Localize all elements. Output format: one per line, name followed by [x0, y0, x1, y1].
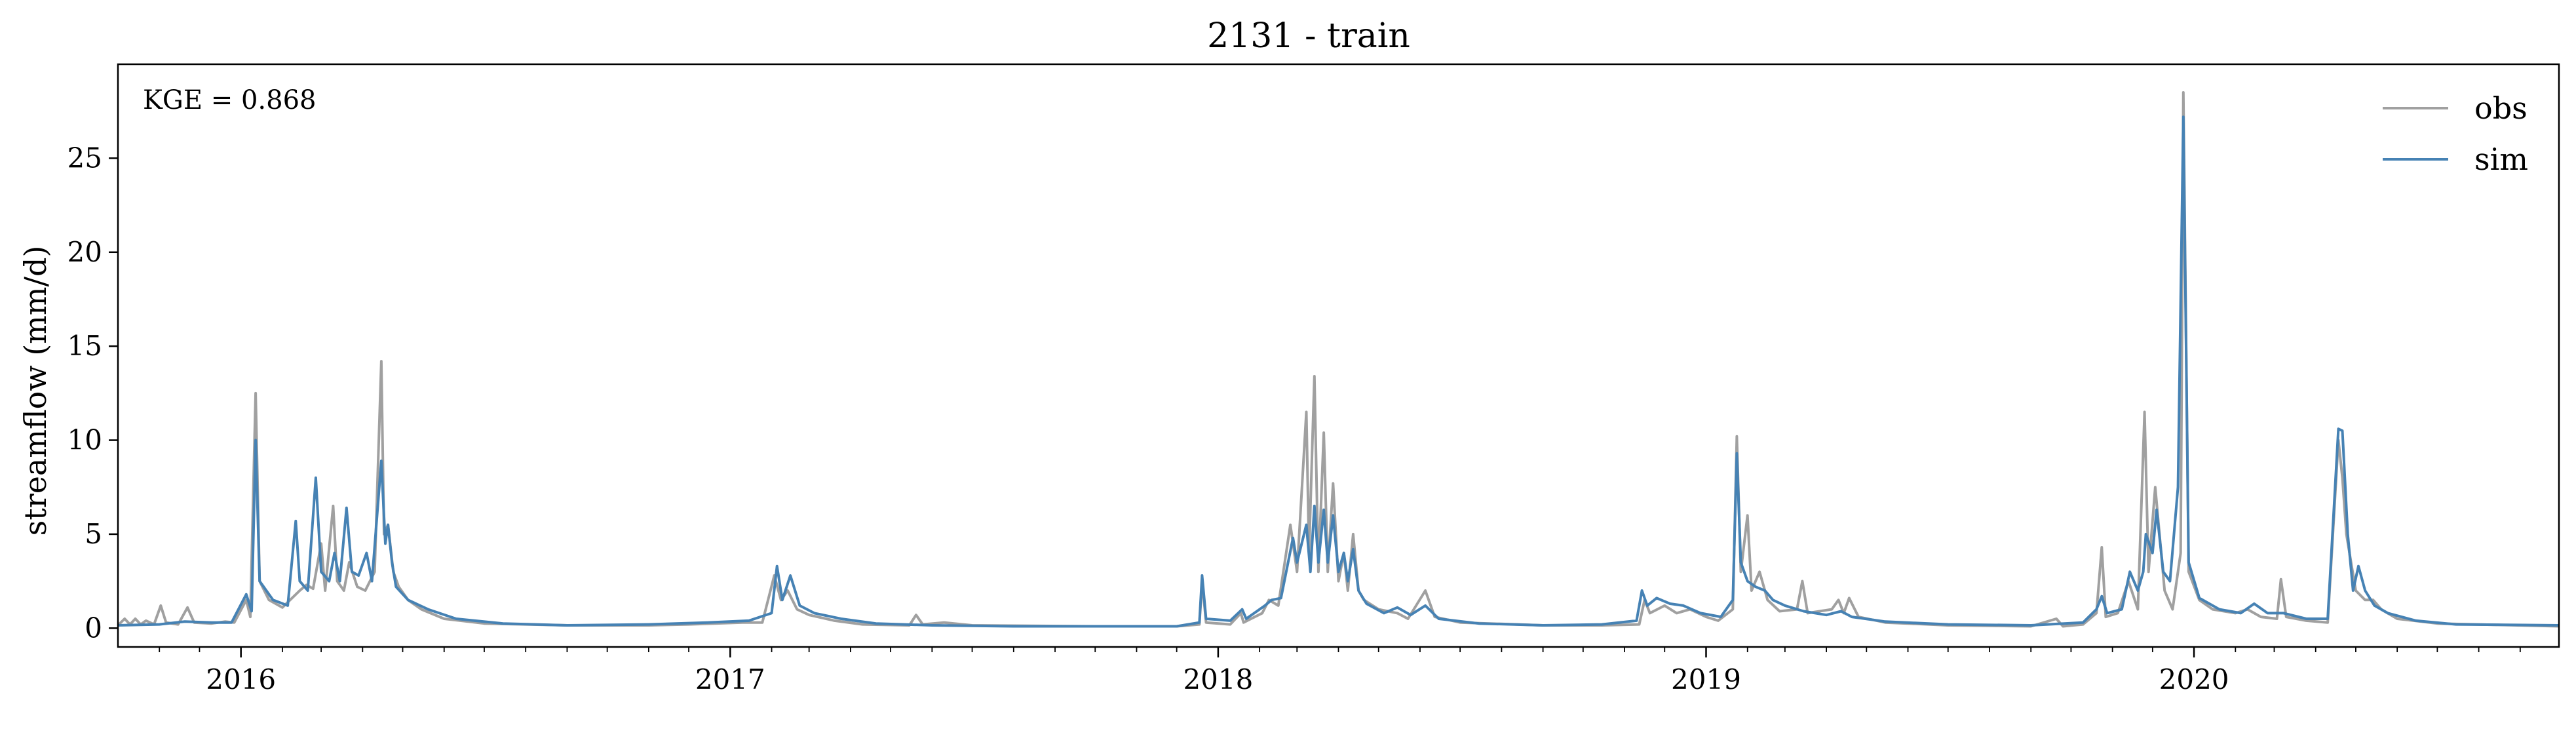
series-line-obs — [117, 91, 2560, 628]
x-tick-label: 2020 — [2159, 663, 2229, 695]
y-tick-label: 25 — [67, 142, 102, 174]
x-axis-ticks: 2016 2017 2018 2019 2020 — [159, 647, 2521, 695]
y-tick-label: 15 — [67, 330, 102, 362]
y-tick-label: 20 — [67, 236, 102, 268]
x-tick-label: 2016 — [206, 663, 276, 695]
chart-title: 2131 - train — [1207, 16, 1410, 56]
y-axis-label: streamflow (mm/d) — [18, 246, 53, 536]
legend: obs sim — [2383, 90, 2528, 177]
plot-frame — [117, 63, 2560, 648]
series-line-sim — [117, 115, 2560, 628]
legend-label-sim: sim — [2474, 142, 2528, 177]
x-tick-label: 2017 — [695, 663, 765, 695]
y-tick-label: 10 — [67, 424, 102, 456]
legend-label-obs: obs — [2474, 90, 2528, 126]
kge-annotation: KGE = 0.868 — [143, 85, 317, 115]
y-axis-ticks: 0 5 10 15 20 25 — [67, 142, 118, 644]
y-tick-label: 0 — [85, 612, 102, 644]
x-tick-label: 2019 — [1671, 663, 1741, 695]
x-tick-label: 2018 — [1183, 663, 1253, 695]
y-tick-label: 5 — [85, 518, 102, 550]
series-layer — [117, 91, 2560, 628]
